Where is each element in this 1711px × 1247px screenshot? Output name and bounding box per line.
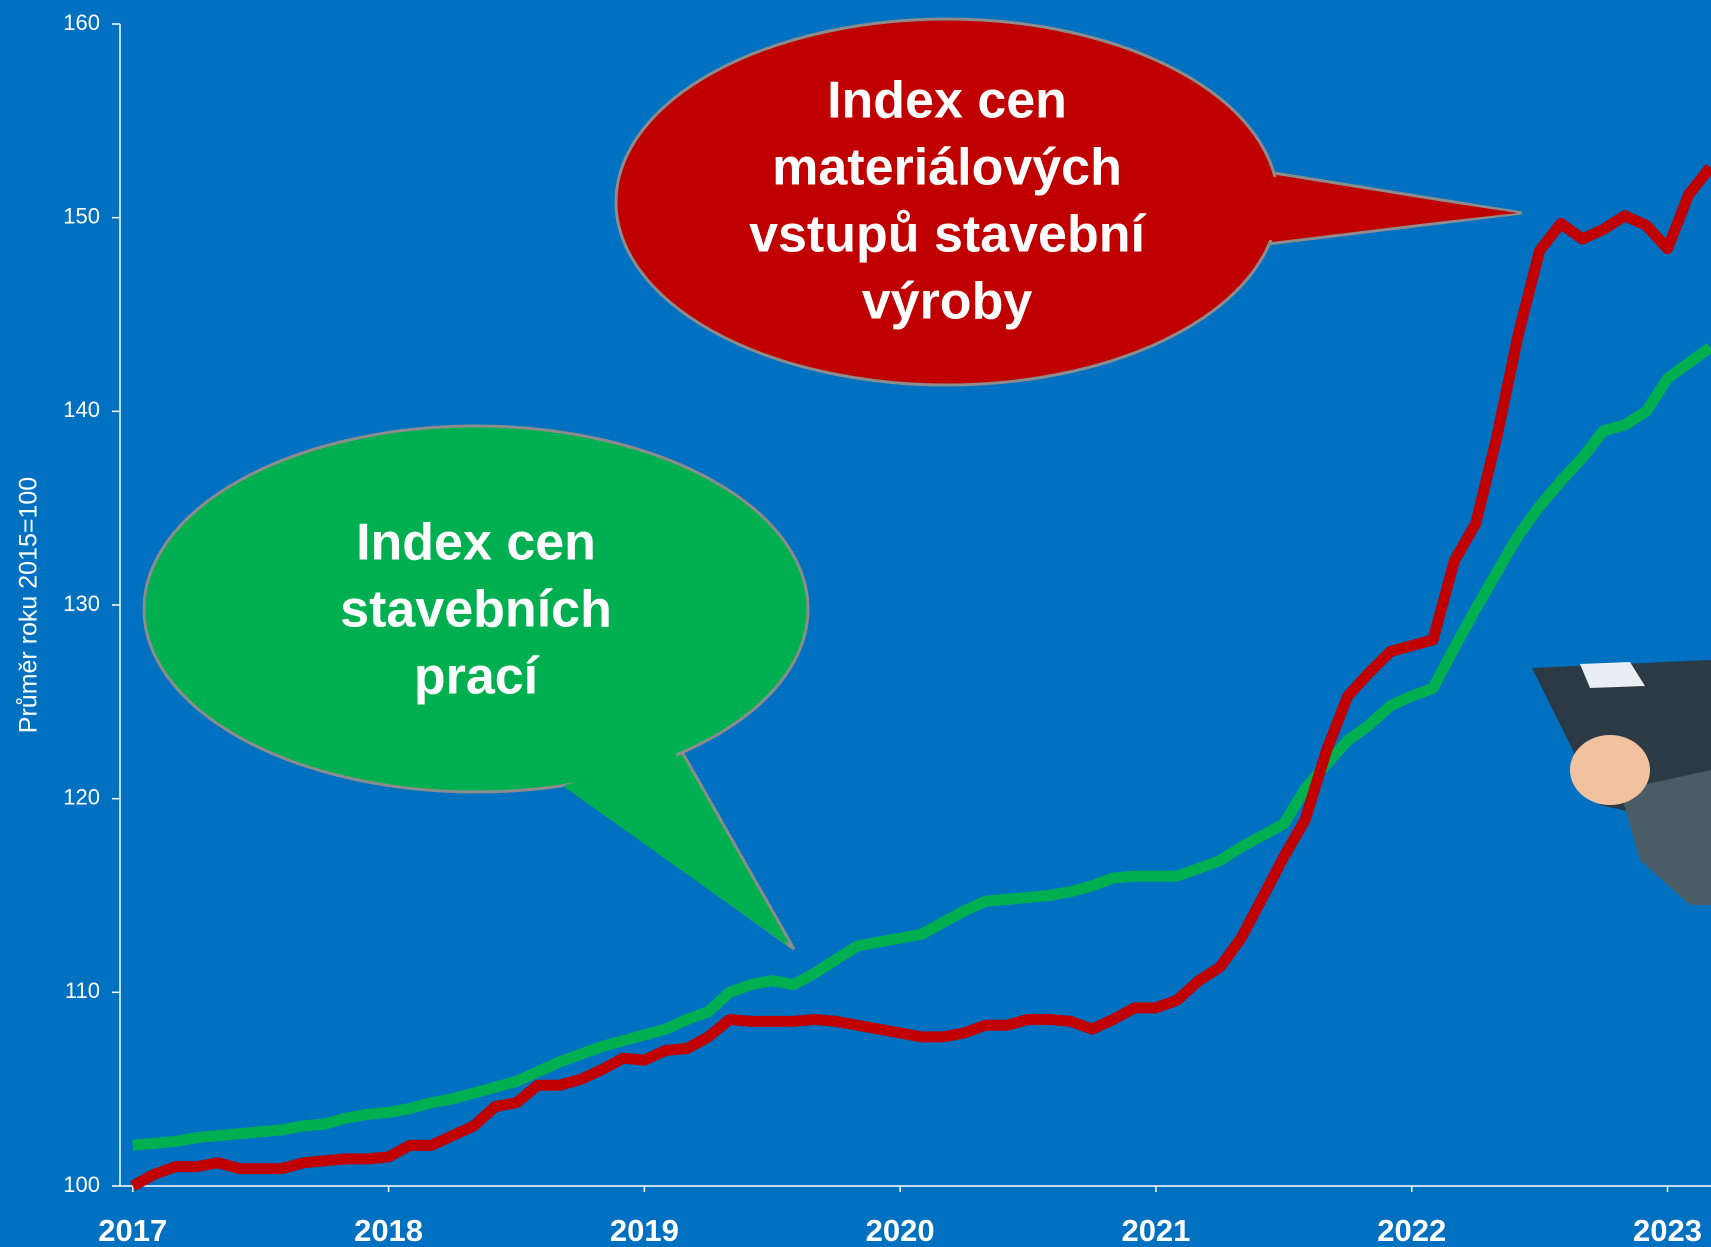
callout-text: Index cen	[356, 514, 596, 572]
callout-text: materiálových	[772, 139, 1122, 197]
x-tick-label: 2021	[1121, 1213, 1190, 1247]
callout-text: stavebních	[340, 581, 612, 639]
x-tick-label: 2019	[610, 1213, 679, 1247]
x-tick-label: 2023	[1633, 1213, 1702, 1247]
chart: Průměr roku 2015=100 100 110 120 130 140 150 1…	[0, 0, 1711, 1247]
x-tick-label: 2017	[98, 1213, 167, 1247]
callout-text: Index cen	[827, 72, 1067, 130]
x-tick-label: 2018	[354, 1213, 423, 1247]
y-tick-label: 100	[63, 1172, 100, 1197]
y-tick-label: 140	[63, 397, 100, 422]
callout-text: prací	[414, 648, 540, 706]
y-axis-label: Průměr roku 2015=100	[15, 477, 43, 733]
x-tick-label: 2022	[1377, 1213, 1446, 1247]
y-tick-label: 110	[65, 978, 100, 1003]
y-tick-label: 160	[63, 10, 100, 35]
x-tick-label: 2020	[866, 1213, 935, 1247]
y-tick-label: 150	[63, 203, 100, 228]
callout-text: výroby	[862, 273, 1033, 331]
callout-text: vstupů stavební	[749, 206, 1146, 264]
y-tick-label: 130	[63, 591, 100, 616]
y-tick-label: 120	[63, 784, 100, 809]
